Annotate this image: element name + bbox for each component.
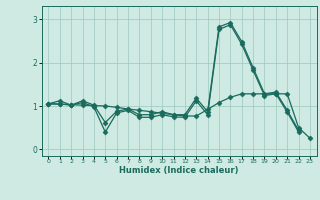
X-axis label: Humidex (Indice chaleur): Humidex (Indice chaleur) xyxy=(119,166,239,175)
